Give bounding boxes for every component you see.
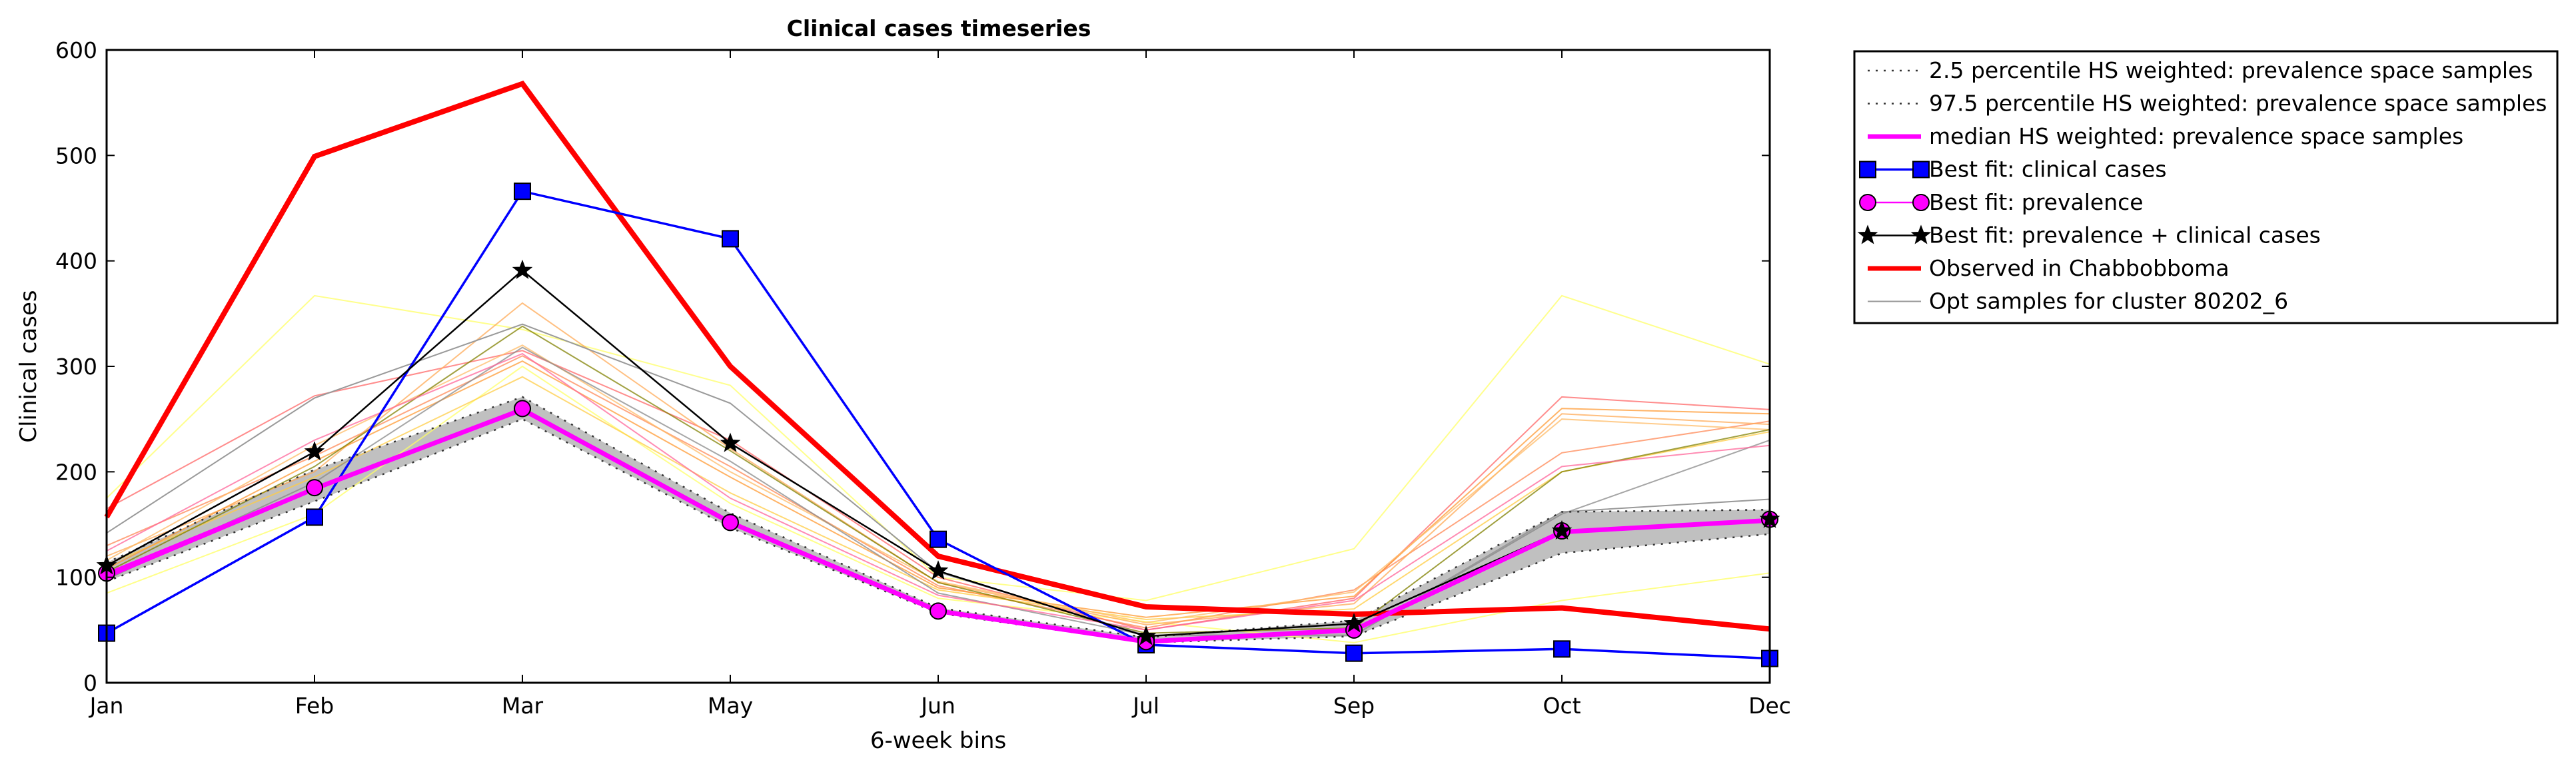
legend-marker xyxy=(1859,194,1876,211)
legend-label-3: median HS weighted: prevalence space sam… xyxy=(1929,123,2463,149)
p97-5-line xyxy=(106,396,1770,639)
x-tick-label: May xyxy=(708,693,753,719)
legend-marker xyxy=(1859,161,1876,179)
legend-label-4: Best fit: clinical cases xyxy=(1929,157,2167,183)
chart-title: Clinical cases timeseries xyxy=(787,15,1091,41)
legend-box xyxy=(1853,50,2559,324)
best-fit-combined-marker xyxy=(720,432,741,452)
best-fit-prevalence-marker xyxy=(722,514,739,532)
opt-sample-line-4 xyxy=(106,355,1770,629)
y-tick-label: 400 xyxy=(55,248,97,274)
plot-area xyxy=(96,80,1780,667)
x-tick-label: Feb xyxy=(295,693,334,719)
legend-label-7: Observed in Chabbobboma xyxy=(1929,255,2230,281)
best-fit-clinical-marker xyxy=(306,508,323,526)
opt-sample-line-11 xyxy=(106,352,1770,631)
y-tick-label: 600 xyxy=(55,37,97,63)
best-fit-clinical-marker xyxy=(930,530,947,548)
y-axis-title: Clinical cases xyxy=(15,290,42,442)
opt-sample-line-8 xyxy=(106,344,1770,623)
x-tick-label: Jun xyxy=(920,693,956,719)
legend-label-1: 2.5 percentile HS weighted: prevalence s… xyxy=(1929,57,2533,83)
y-tick-label: 300 xyxy=(55,354,97,380)
best-fit-prevalence-marker xyxy=(514,400,531,418)
y-tick-label: 0 xyxy=(83,670,97,696)
x-tick-label: Dec xyxy=(1748,693,1791,719)
opt-sample-line-6 xyxy=(106,376,1770,621)
x-tick-label: Jan xyxy=(89,693,124,719)
observed-line xyxy=(104,80,1770,632)
best-fit-prevalence-marker xyxy=(930,602,947,620)
legend-label-8: Opt samples for cluster 80202_6 xyxy=(1929,288,2288,314)
best-fit-clinical-marker xyxy=(1345,644,1363,662)
best-fit-combined-marker xyxy=(1343,613,1365,633)
best-fit-combined-marker xyxy=(1551,520,1573,540)
legend: 2.5 percentile HS weighted: prevalence s… xyxy=(1853,50,2559,324)
legend-marker xyxy=(1912,161,1930,179)
best-fit-combined-marker xyxy=(304,441,325,461)
y-tick-label: 100 xyxy=(55,565,97,591)
legend-label-5: Best fit: prevalence xyxy=(1929,189,2144,215)
legend-marker xyxy=(1912,194,1930,211)
axes: 0 100 200 300 400 500 600 Jan Feb Mar May Jun Jul Sep… xyxy=(55,37,1791,719)
best-fit-combined-marker xyxy=(512,259,533,279)
opt-sample-line-9 xyxy=(106,346,1770,636)
legend-label-2: 97.5 percentile HS weighted: prevalence … xyxy=(1929,91,2547,117)
best-fit-combined-marker xyxy=(1135,625,1157,645)
best-fit-clinical-marker xyxy=(514,183,531,200)
best-fit-prevalence-marker xyxy=(306,479,323,497)
opt-sample-line-7 xyxy=(106,360,1770,618)
legend-label-6: Best fit: prevalence + clinical cases xyxy=(1929,222,2321,248)
legend-marker xyxy=(1910,224,1932,244)
x-axis-title: 6-week bins xyxy=(870,727,1006,754)
legend-marker xyxy=(1857,224,1878,244)
y-tick-label: 200 xyxy=(55,459,97,485)
y-tick-label: 500 xyxy=(55,143,97,169)
opt-sample-line-2 xyxy=(106,365,1770,643)
best-fit-combined-marker xyxy=(928,560,949,580)
best-fit-clinical-marker xyxy=(722,230,739,248)
opt-sample-line-3 xyxy=(106,350,1770,631)
x-tick-label: Jul xyxy=(1131,693,1159,719)
x-tick-label: Mar xyxy=(502,693,544,719)
x-tick-label: Oct xyxy=(1543,693,1581,719)
best-fit-clinical-marker xyxy=(1553,640,1571,658)
opt-sample-line-10 xyxy=(106,325,1770,634)
x-tick-label: Sep xyxy=(1333,693,1375,719)
p2-5-line xyxy=(106,418,1770,644)
